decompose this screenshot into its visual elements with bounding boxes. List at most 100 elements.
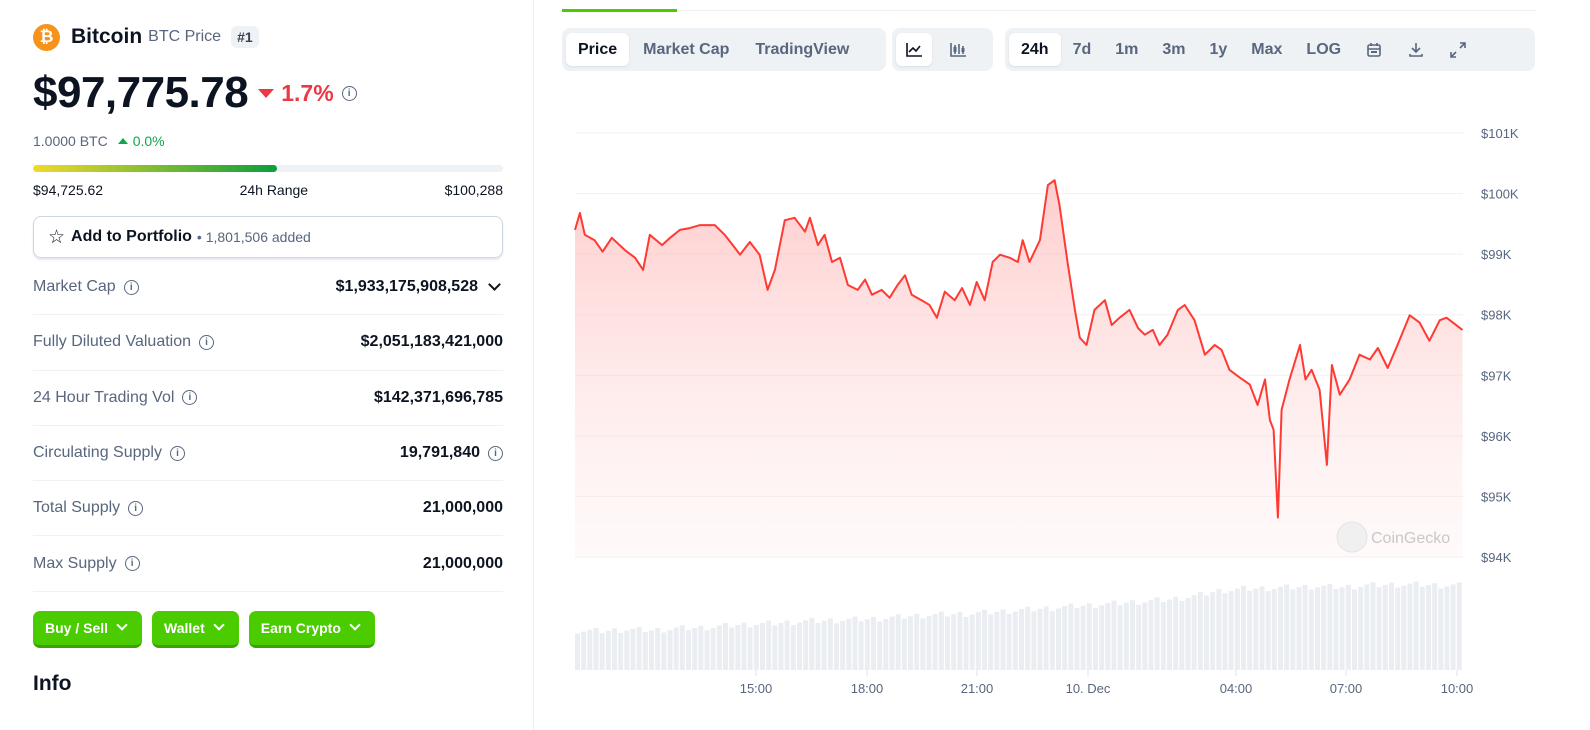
volume-bar — [1376, 587, 1382, 670]
volume-bar — [1185, 597, 1191, 670]
stat-value: 19,791,840 — [399, 444, 480, 462]
volume-bar — [969, 614, 975, 670]
volume-bar — [642, 632, 648, 670]
btc-price: 1.0000 BTC — [33, 133, 108, 149]
range-1y[interactable]: 1y — [1209, 40, 1228, 58]
range-7d[interactable]: 7d — [1072, 40, 1092, 58]
stat-value: $142,371,696,785 — [373, 388, 503, 406]
active-tab-indicator — [562, 9, 677, 12]
volume-bar — [1191, 595, 1197, 670]
chart-panel: Price Market Cap TradingView 24h 7d 1m 3m 1y Ma… — [534, 0, 1590, 730]
y-tick-label: $96K — [1481, 429, 1512, 444]
tab-tradingview[interactable]: TradingView — [755, 40, 850, 58]
range-log[interactable]: LOG — [1306, 40, 1342, 58]
y-tick-label: $94K — [1481, 550, 1512, 565]
volume-bar — [784, 620, 790, 670]
volume-bar — [1315, 587, 1320, 670]
volume-bar — [673, 627, 679, 670]
tab-market-cap[interactable]: Market Cap — [643, 40, 730, 58]
info-icon[interactable]: i — [488, 445, 503, 461]
stat-row: 24 Hour Trading Vol i $142,371,696,785 — [33, 371, 503, 426]
volume-bar — [1093, 607, 1098, 670]
line-chart-icon[interactable] — [896, 33, 932, 66]
volume-bar — [1136, 604, 1142, 670]
time-range-tabs: 24h 7d 1m 3m 1y Max LOG — [1005, 28, 1535, 71]
volume-bar — [1370, 582, 1376, 670]
stat-label: Circulating Supply — [33, 444, 162, 462]
range-max[interactable]: Max — [1251, 40, 1283, 58]
watermark-text: CoinGecko — [1371, 530, 1450, 547]
chevron-down-icon[interactable] — [488, 278, 501, 292]
volume-bar — [1241, 586, 1246, 670]
volume-bar — [1216, 588, 1222, 670]
volume-bar — [957, 612, 963, 670]
y-tick-label: $95K — [1481, 489, 1512, 504]
volume-bar — [710, 627, 716, 670]
volume-bar — [1160, 602, 1166, 670]
volume-bar — [1123, 602, 1129, 670]
range-3m[interactable]: 3m — [1162, 40, 1186, 58]
add-to-portfolio-button[interactable]: ☆ Add to Portfolio • 1,801,506 added — [33, 216, 503, 258]
volume-bar — [938, 611, 944, 670]
calendar-icon[interactable] — [1353, 33, 1395, 66]
stat-label: Fully Diluted Valuation — [33, 333, 192, 351]
volume-bar — [1419, 586, 1425, 670]
info-icon[interactable]: i — [341, 85, 357, 101]
range-bar — [33, 165, 503, 172]
volume-bar — [1074, 608, 1080, 670]
stat-label: Max Supply — [33, 554, 117, 572]
volume-bar — [1395, 587, 1401, 670]
info-icon[interactable]: i — [124, 556, 140, 572]
volume-bar — [729, 627, 735, 670]
volume-bar — [581, 631, 587, 670]
stat-value: $1,933,175,908,528 — [335, 278, 478, 296]
info-icon[interactable]: i — [123, 279, 139, 295]
info-icon[interactable]: i — [169, 445, 185, 461]
volume-bar — [1413, 581, 1419, 670]
volume-bar — [1389, 582, 1394, 670]
action-button[interactable]: Earn Crypto — [248, 610, 375, 648]
volume-bar — [1179, 600, 1185, 670]
volume-bar — [1259, 586, 1265, 670]
fullscreen-icon[interactable] — [1437, 33, 1479, 66]
info-icon[interactable]: i — [199, 334, 215, 350]
candlestick-icon[interactable] — [940, 33, 976, 66]
range-bar-fill — [33, 165, 278, 172]
volume-bar — [840, 621, 846, 670]
volume-bar — [575, 633, 580, 670]
volume-bar — [877, 621, 883, 670]
range-24h[interactable]: 24h — [1009, 33, 1061, 66]
volume-bar — [593, 628, 599, 670]
action-button[interactable]: Wallet — [152, 610, 239, 648]
action-button[interactable]: Buy / Sell — [33, 610, 143, 648]
volume-bar — [815, 622, 821, 670]
stat-row: Fully Diluted Valuation i $2,051,183,421,0… — [33, 315, 503, 371]
price-chart[interactable]: $101K $100K $99K $98K $97K $96K $95K $94K CoinGe… — [534, 0, 1590, 730]
volume-bar — [1012, 611, 1018, 670]
volume-bar — [1438, 588, 1444, 670]
volume-bar — [1321, 585, 1327, 670]
volume-bar — [753, 625, 759, 670]
volume-bar — [1271, 588, 1277, 670]
stat-row: Max Supply i 21,000,000 — [33, 536, 503, 592]
info-icon[interactable]: i — [128, 500, 144, 516]
volume-bar — [661, 632, 667, 670]
info-icon[interactable]: i — [182, 390, 198, 406]
volume-bar — [667, 630, 673, 670]
y-tick-label: $99K — [1481, 247, 1512, 262]
volume-bar — [1450, 584, 1456, 670]
volume-bar — [1456, 582, 1462, 670]
range-1m[interactable]: 1m — [1115, 40, 1139, 58]
volume-bar — [1265, 591, 1271, 670]
tab-divider — [562, 10, 1536, 11]
y-tick-label: $100K — [1481, 187, 1519, 202]
volume-bar — [1117, 605, 1123, 670]
volume-bar — [1432, 583, 1438, 670]
volume-bar — [741, 622, 747, 670]
x-tick-label: 21:00 — [961, 681, 994, 696]
volume-bar — [1444, 586, 1450, 670]
tab-price[interactable]: Price — [566, 33, 630, 66]
download-icon[interactable] — [1395, 33, 1437, 66]
volume-bar — [778, 622, 784, 670]
volume-bar — [963, 616, 969, 670]
